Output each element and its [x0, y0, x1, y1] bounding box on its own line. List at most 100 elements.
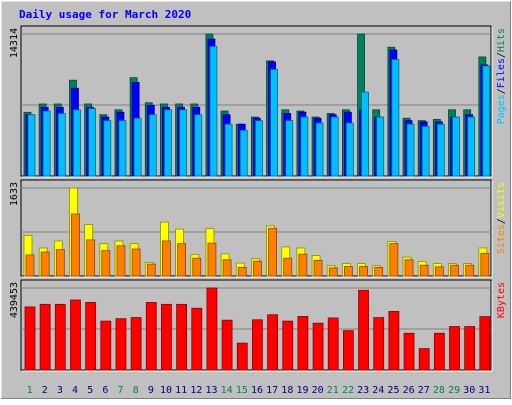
- panel-kbytes: 439453 KBytes: [9, 279, 507, 372]
- x-tick-label: 6: [102, 385, 108, 396]
- bar-kbytes-day-8: [130, 317, 142, 371]
- bar-sites-day-14: [222, 259, 232, 277]
- x-tick-label: 3: [57, 385, 63, 396]
- bar-pages-day-26: [406, 123, 415, 177]
- x-tick-label: 14: [221, 385, 233, 396]
- bar-pages-day-19: [300, 116, 309, 177]
- bar-kbytes-day-20: [312, 322, 324, 371]
- series-sites: [25, 213, 490, 277]
- legend-entry: Pages: [496, 94, 507, 124]
- bar-sites-day-23: [359, 266, 368, 277]
- bar-pages-day-21: [330, 116, 339, 177]
- series-kbytes: [24, 287, 491, 371]
- x-tick-label: 5: [87, 385, 93, 396]
- legend-entry: Visits: [496, 182, 507, 218]
- y-max-label: 1633: [9, 182, 20, 206]
- panels-layer: 14314 Pages/Files/Hits 1633 Sites / Visits 439…: [9, 25, 507, 372]
- bar-sites-day-3: [55, 249, 65, 277]
- bar-sites-day-20: [313, 259, 323, 277]
- bar-kbytes-day-29: [449, 326, 460, 371]
- x-tick-label: 15: [236, 385, 248, 396]
- x-tick-label: 11: [175, 385, 187, 396]
- bar-kbytes-day-22: [342, 330, 354, 371]
- bar-kbytes-day-23: [358, 289, 369, 371]
- x-tick-label: 4: [72, 385, 78, 396]
- bar-kbytes-day-21: [327, 317, 339, 371]
- bar-pages-day-12: [194, 114, 203, 177]
- bar-sites-day-17: [268, 227, 277, 277]
- bar-pages-day-28: [436, 123, 445, 177]
- bar-kbytes-day-19: [297, 316, 309, 371]
- bar-kbytes-day-2: [39, 303, 51, 371]
- bar-pages-day-4: [73, 109, 81, 177]
- bar-pages-day-25: [391, 59, 400, 177]
- bar-pages-day-27: [421, 125, 430, 177]
- bar-sites-day-19: [298, 253, 308, 277]
- bar-kbytes-day-24: [373, 317, 385, 371]
- bar-pages-day-11: [179, 109, 188, 177]
- bar-pages-day-2: [42, 110, 51, 177]
- bar-kbytes-day-12: [191, 307, 203, 371]
- panel-legend: Pages/Files/Hits: [496, 28, 507, 124]
- bar-kbytes-day-26: [403, 332, 415, 371]
- x-axis-labels: 1 2 3 4 5 6 7 8 9 10 11 12 13 14 15 16 17 18 19 20 21 22 23 24 2…: [27, 385, 491, 396]
- bar-kbytes-day-27: [418, 348, 430, 371]
- bar-pages-day-1: [27, 114, 36, 177]
- x-tick-label: 30: [463, 385, 475, 396]
- bar-kbytes-day-3: [54, 303, 66, 371]
- bar-sites-day-21: [328, 267, 338, 277]
- bar-pages-day-17: [270, 69, 278, 177]
- bar-sites-day-13: [207, 242, 217, 277]
- bar-sites-day-16: [253, 260, 262, 277]
- legend-entry: /: [496, 88, 507, 94]
- x-tick-label: 20: [312, 385, 324, 396]
- bar-kbytes-day-28: [433, 332, 445, 371]
- bar-sites-day-27: [419, 264, 429, 277]
- series-pages: [27, 46, 491, 177]
- legend-entry: /: [496, 52, 507, 58]
- bar-pages-day-13: [209, 46, 218, 177]
- bar-pages-day-30: [467, 116, 476, 177]
- bar-kbytes-day-1: [24, 306, 36, 371]
- bar-pages-day-15: [239, 129, 248, 177]
- bar-kbytes-day-17: [267, 314, 278, 371]
- bar-sites-day-29: [450, 264, 459, 277]
- x-tick-label: 7: [118, 385, 124, 396]
- bar-sites-day-15: [237, 266, 247, 277]
- legend-entry: Files: [496, 58, 507, 88]
- y-max-label: 439453: [9, 282, 20, 318]
- x-tick-label: 21: [327, 385, 339, 396]
- legend-entry: Sites: [496, 224, 507, 254]
- x-tick-label: 18: [281, 385, 293, 396]
- bar-sites-day-8: [131, 248, 141, 277]
- bar-sites-day-11: [177, 243, 187, 277]
- bar-sites-day-10: [162, 240, 171, 277]
- bar-pages-day-24: [376, 116, 385, 177]
- bar-kbytes-day-5: [85, 302, 97, 371]
- panel-sites-visits: 1633 Sites/Visits: [9, 179, 507, 278]
- bar-pages-day-16: [255, 120, 263, 177]
- x-tick-label: 12: [190, 385, 202, 396]
- bar-kbytes-day-13: [206, 287, 218, 371]
- bar-sites-day-26: [404, 259, 414, 277]
- bar-sites-day-9: [146, 263, 156, 277]
- bar-pages-day-7: [118, 120, 127, 177]
- bar-sites-day-22: [343, 266, 353, 277]
- bar-pages-day-18: [285, 120, 294, 177]
- bar-pages-day-14: [224, 123, 233, 177]
- bar-pages-day-20: [315, 122, 324, 177]
- x-tick-label: 24: [372, 385, 384, 396]
- bar-sites-day-4: [71, 213, 80, 277]
- y-max-label: 14314: [9, 28, 20, 58]
- bar-pages-day-3: [57, 113, 66, 177]
- bar-pages-day-5: [88, 108, 97, 177]
- x-tick-label: 31: [478, 385, 490, 396]
- bar-sites-day-12: [192, 257, 202, 277]
- bar-sites-day-31: [480, 252, 490, 277]
- bar-pages-day-23: [361, 91, 369, 177]
- bar-sites-day-5: [86, 239, 96, 277]
- legend-entry: Hits: [496, 28, 507, 52]
- x-tick-label: 28: [433, 385, 445, 396]
